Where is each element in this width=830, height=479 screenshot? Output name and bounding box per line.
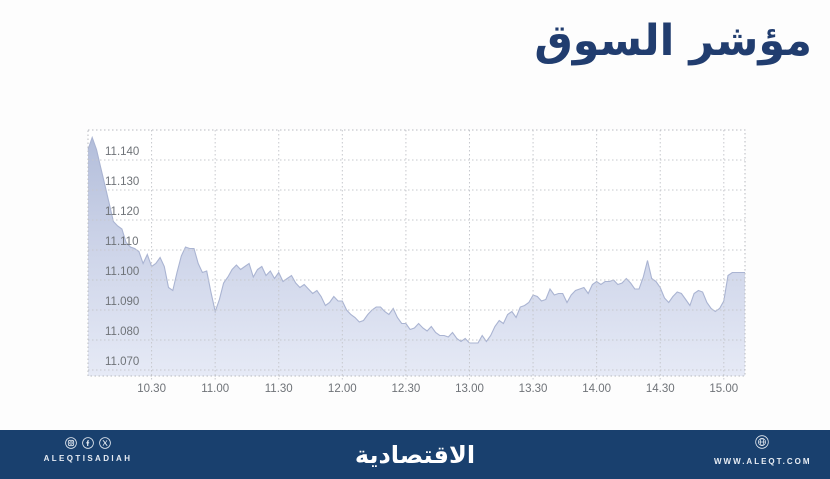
- x-axis-label: 14.30: [646, 383, 675, 395]
- globe-icon[interactable]: [755, 435, 769, 449]
- y-axis-label: 11.080: [105, 326, 139, 338]
- website-url[interactable]: WWW.ALEQT.COM: [714, 457, 812, 466]
- x-axis-label: 11.00: [201, 383, 229, 395]
- x-axis-label: 14.00: [582, 383, 611, 395]
- market-index-chart: 11.140 11.130 11.120 11.110 11.100 11.090 11.0…: [87, 129, 746, 395]
- y-axis-label: 11.110: [105, 236, 138, 248]
- y-axis-label: 11.120: [105, 206, 139, 218]
- x-twitter-icon[interactable]: [99, 437, 111, 450]
- y-axis-label: 11.140: [105, 146, 139, 158]
- x-axis-label: 13.30: [519, 383, 548, 395]
- aleqtisadiah-logo: الاقتصادية: [354, 440, 476, 469]
- x-axis-label: 11.30: [265, 383, 293, 395]
- x-axis-label: 10.30: [137, 383, 166, 395]
- footer-website-block: WWW.ALEQT.COM: [714, 435, 810, 466]
- page-title: مؤشر السوق: [534, 16, 812, 66]
- y-axis-label: 11.070: [105, 356, 139, 368]
- footer-logo-block: الاقتصادية: [0, 430, 830, 479]
- brand-name-latin: ALEQTISADIAH: [43, 454, 133, 463]
- y-axis-label: 11.130: [105, 176, 139, 188]
- x-axis-label: 12.30: [392, 383, 421, 395]
- y-axis-label: 11.090: [105, 296, 139, 308]
- y-axis-label: 11.100: [105, 266, 139, 278]
- footer-social-block: ALEQTISADIAH: [38, 437, 138, 463]
- social-icons-row: [38, 437, 138, 450]
- x-axis-label: 15.00: [709, 383, 738, 395]
- facebook-icon[interactable]: [82, 437, 94, 450]
- footer-bar: ALEQTISADIAH الاقتصادية WWW.ALEQT.COM: [0, 430, 830, 479]
- x-axis-label: 13.00: [455, 383, 484, 395]
- x-axis-label: 12.00: [328, 383, 357, 395]
- instagram-icon[interactable]: [65, 437, 77, 450]
